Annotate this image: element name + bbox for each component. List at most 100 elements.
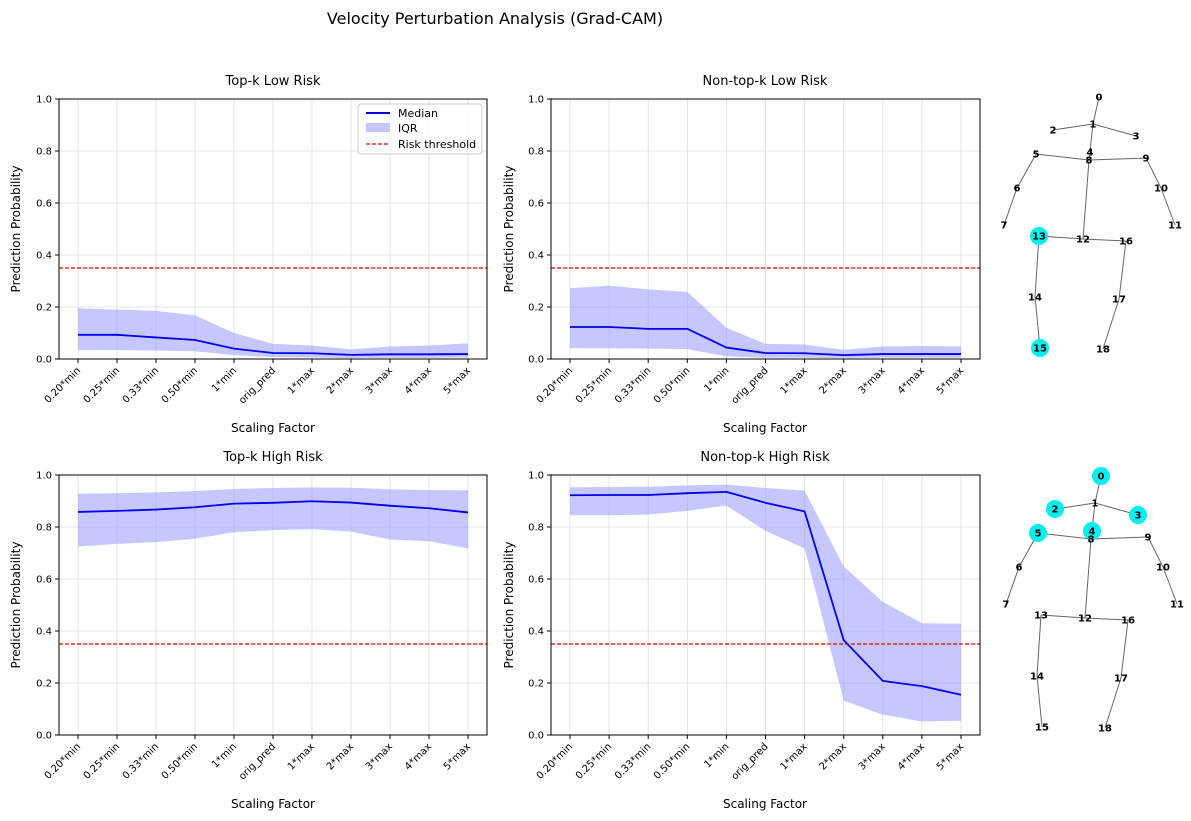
skeleton-bone (1088, 157, 1147, 161)
chart-title: Non-top-k High Risk (700, 450, 830, 465)
x-axis-label: Scaling Factor (231, 797, 315, 811)
highlighted-joint-marker (1046, 500, 1064, 518)
skeleton-bone (1092, 96, 1100, 125)
skeleton-bone (1118, 240, 1127, 300)
x-tick-label: 5*max (442, 365, 473, 396)
highlighted-joint-marker (1092, 467, 1110, 485)
y-tick-label: 1.0 (36, 95, 52, 106)
y-tick-label: 0.4 (36, 627, 52, 638)
y-tick-label: 0.0 (528, 355, 544, 366)
legend-iqr-label: IQR (398, 122, 418, 135)
x-tick-label: 0.33*min (613, 741, 653, 781)
y-tick-label: 0.2 (36, 303, 52, 314)
joint-label: 5 (1035, 529, 1042, 540)
chart-title: Non-top-k Low Risk (703, 74, 828, 89)
joint-label: 2 (1052, 505, 1059, 516)
x-tick-label: 0.20*min (535, 365, 575, 405)
skeleton-bone (1005, 566, 1020, 605)
x-tick-label: 0.50*min (160, 741, 200, 781)
joint-label: 13 (1034, 611, 1048, 622)
x-tick-label: 0.20*min (43, 365, 83, 405)
joint-label: 5 (1033, 150, 1040, 161)
y-tick-label: 0.8 (528, 147, 544, 158)
y-tick-label: 0.2 (528, 679, 544, 690)
chart-top-k-low-risk: Top-k Low Risk Scaling Factor Prediction… (9, 74, 488, 435)
x-tick-label: orig_pred (730, 741, 771, 782)
joint-label: 4 (1087, 148, 1094, 159)
joint-label: 13 (1032, 232, 1046, 243)
y-tick-label: 0.2 (528, 303, 544, 314)
x-tick-label: orig_pred (237, 741, 278, 782)
x-tick-label: 1*min (702, 365, 731, 394)
x-tick-label: 2*max (325, 741, 356, 772)
x-axis-label: Scaling Factor (723, 421, 807, 435)
skeleton-bone (1003, 187, 1018, 226)
y-tick-label: 0.8 (36, 147, 52, 158)
x-tick-label: orig_pred (730, 365, 771, 406)
y-tick-label: 0.2 (36, 679, 52, 690)
joint-label: 0 (1098, 472, 1105, 483)
joint-label: 15 (1035, 723, 1049, 734)
y-tick-label: 1.0 (528, 471, 544, 482)
x-tick-label: 0.25*min (574, 365, 614, 405)
joint-label: 10 (1154, 184, 1168, 195)
joint-label: 17 (1112, 295, 1126, 306)
joint-label: 11 (1168, 221, 1182, 232)
x-tick-label: 0.50*min (160, 365, 200, 405)
joint-label: 14 (1030, 672, 1044, 683)
legend-iqr-swatch (366, 123, 390, 132)
skeleton-bone (1082, 159, 1090, 240)
x-tick-label: orig_pred (237, 365, 278, 406)
x-tick-label: 5*max (935, 741, 966, 772)
y-tick-label: 0.6 (528, 199, 544, 210)
x-tick-label: 5*max (935, 365, 966, 396)
y-axis-label: Prediction Probability (502, 542, 516, 669)
figure-suptitle: Velocity Perturbation Analysis (Grad-CAM… (327, 9, 663, 28)
y-tick-label: 0.6 (528, 575, 544, 586)
joint-label: 6 (1016, 563, 1023, 574)
joint-label: 7 (1003, 600, 1010, 611)
x-tick-label: 4*max (896, 365, 927, 396)
x-tick-label: 0.25*min (82, 365, 122, 405)
joint-label: 9 (1143, 154, 1150, 165)
y-axis-label: Prediction Probability (502, 166, 516, 293)
y-axis-label: Prediction Probability (9, 542, 23, 669)
iqr-band (78, 308, 468, 358)
y-tick-label: 1.0 (528, 95, 544, 106)
y-tick-label: 0.6 (36, 199, 52, 210)
joint-label: 14 (1028, 293, 1042, 304)
chart-title: Top-k High Risk (222, 450, 323, 465)
iqr-band (570, 285, 961, 358)
joint-label: 1 (1090, 120, 1097, 131)
y-tick-label: 0.4 (36, 251, 52, 262)
x-tick-label: 0.33*min (121, 741, 161, 781)
chart-non-top-k-high-risk: Non-top-k High Risk Scaling Factor Predi… (502, 450, 981, 811)
highlighted-joint-marker (1029, 524, 1047, 542)
legend-box (357, 103, 483, 155)
legend: Median IQR Risk threshold (357, 103, 483, 155)
y-axis-label: Prediction Probability (9, 166, 23, 293)
x-tick-label: 0.20*min (535, 741, 575, 781)
joint-label: 3 (1135, 511, 1142, 522)
skeleton-bone (1102, 298, 1120, 350)
chart-non-top-k-low-risk: Non-top-k Low Risk Scaling Factor Predic… (502, 74, 981, 435)
x-tick-label: 0.50*min (652, 741, 692, 781)
chart-top-k-high-risk: Top-k High Risk Scaling Factor Predictio… (9, 450, 488, 811)
skeleton-bone (1162, 566, 1178, 605)
median-line (569, 490, 962, 696)
skeleton-bone (1082, 238, 1127, 242)
joint-label: 8 (1086, 156, 1093, 167)
skeleton-bone (1090, 536, 1149, 540)
x-tick-label: 3*max (857, 365, 888, 396)
joint-label: 10 (1156, 563, 1170, 574)
chart-title: Top-k Low Risk (225, 74, 321, 89)
skeleton-bone (1084, 538, 1092, 619)
joint-label: 15 (1033, 344, 1047, 355)
joint-label: 3 (1133, 132, 1140, 143)
x-tick-label: 5*max (442, 741, 473, 772)
y-tick-label: 0.4 (528, 251, 544, 262)
y-tick-label: 0.0 (36, 355, 52, 366)
skeleton-bone (1036, 675, 1043, 728)
highlighted-joint-marker (1031, 339, 1049, 357)
